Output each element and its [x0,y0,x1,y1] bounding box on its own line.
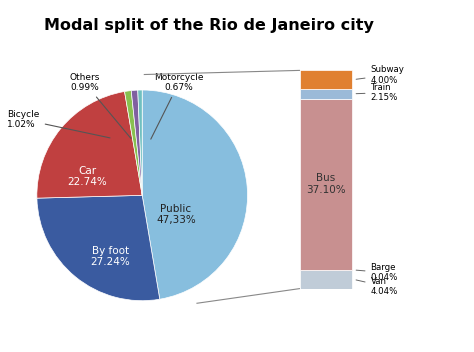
Wedge shape [131,90,142,195]
Wedge shape [125,90,142,195]
Text: Train
2.15%: Train 2.15% [356,83,398,102]
Text: Van
4.04%: Van 4.04% [356,277,398,296]
Text: Barge
0.04%: Barge 0.04% [356,263,398,282]
Text: Bicycle
1.02%: Bicycle 1.02% [8,110,110,138]
Wedge shape [142,90,247,299]
Text: Others
0.99%: Others 0.99% [69,73,131,138]
Text: Public
47,33%: Public 47,33% [156,203,196,225]
Bar [300,89,352,99]
Text: By foot
27.24%: By foot 27.24% [91,246,130,267]
Bar [300,270,352,289]
Text: Modal split of the Rio de Janeiro city: Modal split of the Rio de Janeiro city [44,18,374,33]
Wedge shape [37,92,142,198]
Bar [300,70,352,89]
Text: Subway
4.00%: Subway 4.00% [356,65,404,85]
Text: Bus
37.10%: Bus 37.10% [306,174,346,195]
Text: Motorcycle
0.67%: Motorcycle 0.67% [151,73,204,139]
Wedge shape [138,90,142,195]
Wedge shape [37,195,160,301]
Text: Car
22.74%: Car 22.74% [68,165,107,187]
Bar [300,99,352,270]
